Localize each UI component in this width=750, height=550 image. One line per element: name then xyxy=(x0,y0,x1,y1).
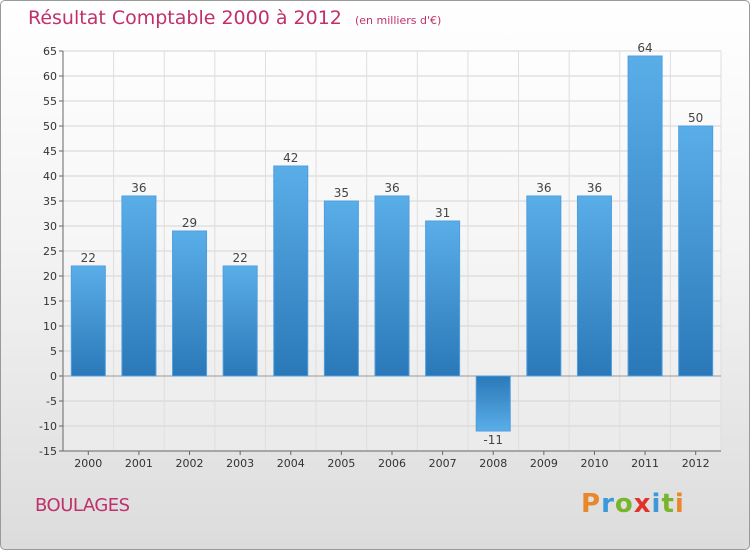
x-tick-label: 2007 xyxy=(429,457,457,470)
bar-2011 xyxy=(627,55,663,377)
x-tick-label: 2001 xyxy=(125,457,153,470)
bar-2001 xyxy=(121,195,157,377)
data-label: 29 xyxy=(182,216,197,230)
bar-2004 xyxy=(273,165,309,377)
chart-title-block: Résultat Comptable 2000 à 2012 (en milli… xyxy=(28,7,441,29)
x-tick-label: 2003 xyxy=(226,457,254,470)
bar-2008 xyxy=(475,375,511,432)
data-label: 64 xyxy=(637,41,652,55)
y-tick-label: 20 xyxy=(43,270,57,283)
x-tick-label: 2008 xyxy=(479,457,507,470)
x-tick-label: 2010 xyxy=(580,457,608,470)
proxiti-logo: Proxiti xyxy=(581,489,685,519)
x-tick-label: 2006 xyxy=(378,457,406,470)
data-label: 50 xyxy=(688,111,703,125)
y-tick-label: -5 xyxy=(46,395,57,408)
logo-letter: r xyxy=(601,489,615,519)
y-tick-label: 60 xyxy=(43,70,57,83)
y-tick-label: 15 xyxy=(43,295,57,308)
x-tick-label: 2004 xyxy=(277,457,305,470)
chart-title: Résultat Comptable 2000 à 2012 xyxy=(28,7,342,29)
bar-2010 xyxy=(576,195,612,377)
data-label: -11 xyxy=(483,433,503,447)
data-label: 31 xyxy=(435,206,450,220)
bar-2012 xyxy=(678,125,714,377)
data-label: 36 xyxy=(131,181,146,195)
logo-letter: o xyxy=(614,489,634,519)
bar-2002 xyxy=(172,230,208,377)
y-tick-label: 25 xyxy=(43,245,57,258)
data-label: 42 xyxy=(283,151,298,165)
logo-letter: P xyxy=(581,489,602,519)
y-tick-label: 50 xyxy=(43,120,57,133)
x-tick-label: 2005 xyxy=(327,457,355,470)
logo-letter: i xyxy=(651,489,662,519)
y-tick-label: 0 xyxy=(50,370,57,383)
bar-2005 xyxy=(323,200,359,377)
y-tick-label: 10 xyxy=(43,320,57,333)
x-tick-label: 2009 xyxy=(530,457,558,470)
bar-2007 xyxy=(425,220,461,377)
y-tick-label: -10 xyxy=(39,420,57,433)
y-tick-label: -15 xyxy=(39,445,57,458)
data-label: 36 xyxy=(587,181,602,195)
bar-2006 xyxy=(374,195,410,377)
data-label: 36 xyxy=(536,181,551,195)
chart-subtitle: (en milliers d'€) xyxy=(354,14,442,27)
y-tick-label: 55 xyxy=(43,95,57,108)
y-tick-label: 30 xyxy=(43,220,57,233)
data-label: 22 xyxy=(233,251,248,265)
bar-2009 xyxy=(526,195,562,377)
data-label: 35 xyxy=(334,186,349,200)
y-tick-label: 65 xyxy=(43,45,57,58)
x-tick-label: 2000 xyxy=(74,457,102,470)
logo-letter: x xyxy=(633,489,652,519)
y-tick-label: 35 xyxy=(43,195,57,208)
bar-2003 xyxy=(222,265,258,377)
y-tick-label: 5 xyxy=(50,345,57,358)
x-tick-label: 2012 xyxy=(682,457,710,470)
x-tick-label: 2002 xyxy=(176,457,204,470)
commune-name: BOULAGES xyxy=(35,495,130,516)
logo-letter: t xyxy=(661,489,675,519)
logo-letter: i xyxy=(674,489,685,519)
data-label: 36 xyxy=(384,181,399,195)
y-tick-label: 45 xyxy=(43,145,57,158)
data-label: 22 xyxy=(81,251,96,265)
y-tick-label: 40 xyxy=(43,170,57,183)
bar-2000 xyxy=(70,265,106,377)
x-tick-label: 2011 xyxy=(631,457,659,470)
